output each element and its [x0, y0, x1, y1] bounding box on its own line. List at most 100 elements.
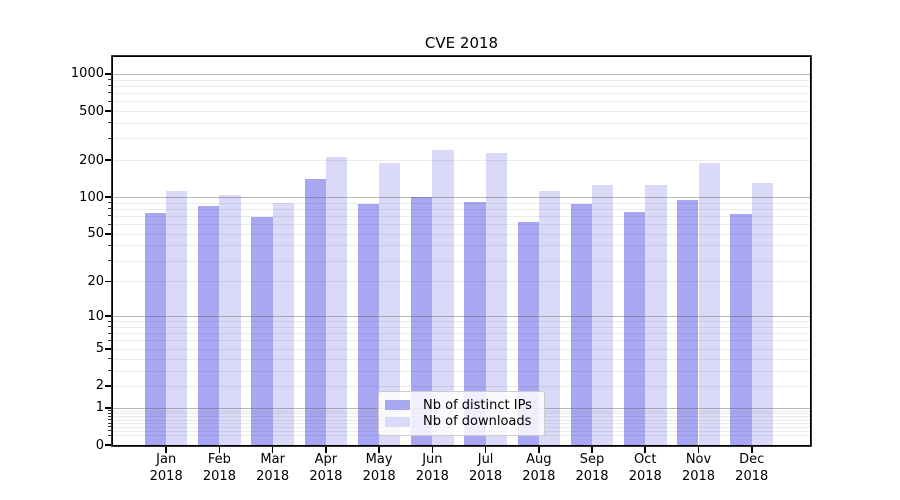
bar-downloads-sep	[592, 184, 614, 445]
x-tick-label-mar: Mar 2018	[256, 452, 290, 484]
gridline	[113, 208, 810, 210]
y-minor-tick	[107, 412, 112, 414]
x-tick-label-sep: Sep 2018	[575, 452, 609, 484]
x-tick-mark-oct	[644, 446, 647, 454]
bar-downloads-dec	[751, 182, 774, 445]
y-tick-mark	[104, 385, 112, 387]
x-tick-label-dec: Dec 2018	[735, 452, 769, 484]
bar-downloads-jun	[432, 150, 454, 445]
y-minor-tick	[107, 215, 112, 217]
gridline	[113, 233, 810, 235]
x-tick-label-aug: Aug 2018	[522, 452, 556, 484]
y-minor-tick	[107, 244, 112, 246]
x-tick-mark-apr	[325, 446, 327, 454]
y-tick-mark	[104, 280, 112, 283]
gridline-major	[113, 197, 810, 199]
gridline	[113, 340, 810, 342]
gridline	[113, 160, 810, 162]
legend-swatch-downloads	[385, 416, 410, 427]
legend-item-downloads: Nb of downloads	[385, 414, 536, 430]
gridline	[113, 245, 810, 247]
bar-distinct-ips-jan	[144, 213, 167, 445]
y-minor-tick	[107, 434, 112, 436]
y-tick-mark	[104, 315, 112, 317]
x-tick-mark-feb	[218, 446, 221, 454]
y-minor-tick	[107, 422, 112, 424]
y-tick-label-1: 1	[95, 400, 104, 416]
bar-distinct-ips-may	[357, 203, 380, 445]
gridline-major	[113, 73, 810, 75]
y-minor-tick	[107, 339, 112, 341]
y-minor-tick	[107, 430, 112, 432]
bar-downloads-nov	[698, 162, 720, 445]
gridline	[113, 224, 810, 226]
gridline	[113, 79, 810, 81]
gridline	[113, 101, 810, 103]
x-tick-label-jan: Jan 2018	[149, 452, 183, 484]
y-minor-tick	[107, 410, 112, 412]
x-tick-label-nov: Nov 2018	[681, 452, 716, 484]
bar-downloads-jul	[485, 153, 507, 445]
x-tick-mark-mar	[271, 446, 274, 454]
x-tick-label-jun: Jun 2018	[415, 452, 449, 484]
y-minor-tick	[107, 137, 112, 139]
legend-label-distinct-ips: Nb of distinct IPs	[423, 397, 532, 413]
bar-distinct-ips-nov	[677, 199, 699, 445]
y-tick-mark	[104, 232, 112, 235]
y-minor-tick	[107, 426, 112, 428]
x-tick-mark-jul	[484, 446, 487, 454]
legend-swatch-distinct-ips	[385, 400, 410, 411]
y-tick-mark	[104, 444, 112, 446]
bar-downloads-aug	[538, 190, 561, 445]
bar-downloads-oct	[645, 184, 667, 445]
legend: Nb of distinct IPs Nb of downloads	[378, 391, 545, 436]
bar-downloads-feb	[219, 195, 241, 445]
gridline	[113, 326, 810, 328]
y-minor-tick	[107, 208, 112, 210]
gridline	[113, 215, 810, 217]
y-tick-label-200: 200	[79, 152, 104, 168]
y-tick-mark	[104, 406, 112, 409]
y-tick-label-5: 5	[95, 341, 104, 357]
y-minor-tick	[107, 202, 112, 204]
gridline	[113, 138, 810, 140]
bar-distinct-ips-jul	[464, 202, 486, 445]
bar-distinct-ips-aug	[517, 222, 539, 445]
y-minor-tick	[107, 415, 112, 417]
gridline	[113, 333, 810, 335]
gridline	[113, 348, 810, 350]
y-tick-label-20: 20	[87, 273, 104, 289]
x-tick-mark-jun	[431, 446, 434, 454]
y-tick-label-2: 2	[95, 378, 104, 394]
y-minor-tick	[107, 92, 112, 94]
bar-distinct-ips-sep	[570, 204, 593, 445]
x-tick-label-apr: Apr 2018	[309, 452, 343, 484]
bar-distinct-ips-apr	[304, 179, 326, 445]
legend-item-distinct-ips: Nb of distinct IPs	[385, 397, 536, 413]
y-tick-mark	[104, 196, 112, 198]
y-tick-mark	[104, 110, 112, 112]
y-minor-tick	[107, 223, 112, 225]
x-tick-mark-nov	[697, 446, 700, 454]
bar-downloads-apr	[325, 157, 348, 445]
x-tick-mark-dec	[750, 446, 753, 454]
legend-label-downloads: Nb of downloads	[423, 414, 532, 430]
gridline	[113, 260, 810, 262]
y-minor-tick	[107, 326, 112, 328]
bar-downloads-jan	[166, 191, 188, 445]
bar-distinct-ips-mar	[251, 216, 273, 445]
bar-distinct-ips-jun	[411, 197, 433, 445]
gridline	[113, 385, 810, 387]
x-tick-mark-aug	[538, 446, 540, 454]
x-tick-label-may: May 2018	[362, 452, 396, 484]
x-tick-label-oct: Oct 2018	[628, 452, 662, 484]
y-minor-tick	[107, 122, 112, 124]
gridline	[113, 122, 810, 124]
y-minor-tick	[107, 79, 112, 80]
y-minor-tick	[107, 332, 112, 334]
y-minor-tick	[107, 260, 112, 262]
y-minor-tick	[107, 370, 112, 372]
bar-distinct-ips-feb	[198, 205, 220, 445]
x-tick-mark-sep	[591, 446, 593, 454]
y-tick-label-100: 100	[79, 189, 104, 205]
